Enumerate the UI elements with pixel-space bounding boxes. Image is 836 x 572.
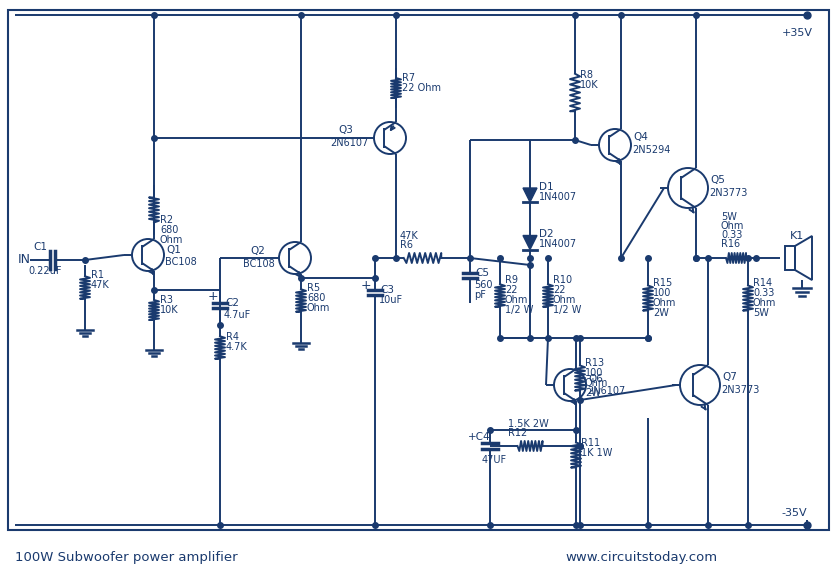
Text: 100: 100: [652, 288, 670, 298]
Text: Q4: Q4: [632, 132, 647, 142]
Text: Ohm: Ohm: [553, 295, 576, 305]
Text: R3: R3: [160, 295, 173, 305]
Polygon shape: [522, 188, 537, 202]
Text: R13: R13: [584, 358, 604, 368]
Text: R16: R16: [720, 239, 739, 249]
Text: -35V: -35V: [780, 508, 806, 518]
Text: 2N3773: 2N3773: [708, 188, 747, 198]
Text: Ohm: Ohm: [160, 235, 183, 245]
Text: +35V: +35V: [781, 28, 812, 38]
Text: Q3: Q3: [338, 125, 353, 135]
Text: 4.7K: 4.7K: [226, 342, 247, 352]
Text: 1K 1W: 1K 1W: [580, 448, 612, 458]
Text: R15: R15: [652, 278, 671, 288]
Text: 680: 680: [307, 293, 325, 303]
Text: K1: K1: [789, 231, 803, 241]
Text: 100: 100: [584, 368, 603, 378]
Text: 10uF: 10uF: [379, 295, 403, 305]
Text: Q7: Q7: [721, 372, 736, 382]
Text: Ohm: Ohm: [720, 221, 743, 231]
Text: R10: R10: [553, 275, 572, 285]
Text: Q1: Q1: [166, 245, 181, 255]
Text: R1: R1: [91, 270, 104, 280]
Text: 0.33: 0.33: [720, 230, 742, 240]
Text: 22: 22: [504, 285, 517, 295]
Text: BC108: BC108: [165, 257, 196, 267]
Text: 680: 680: [160, 225, 178, 235]
Text: 1/2 W: 1/2 W: [553, 305, 581, 315]
Text: +: +: [208, 291, 218, 304]
Text: 10K: 10K: [160, 305, 178, 315]
Text: R6: R6: [400, 240, 412, 250]
Text: +C4: +C4: [467, 432, 490, 442]
Text: D1: D1: [538, 182, 553, 192]
Text: R9: R9: [504, 275, 517, 285]
Text: 1N4007: 1N4007: [538, 192, 577, 202]
Text: 2W: 2W: [584, 388, 600, 398]
Text: R2: R2: [160, 215, 173, 225]
Text: R7: R7: [401, 73, 415, 83]
Text: C5: C5: [475, 268, 488, 278]
Text: +: +: [360, 280, 371, 292]
Text: 5W: 5W: [720, 212, 736, 222]
Text: R14: R14: [752, 278, 771, 288]
Text: 1N4007: 1N4007: [538, 240, 577, 249]
Text: R4: R4: [226, 332, 239, 342]
Text: Ohm: Ohm: [652, 298, 675, 308]
Text: 22 Ohm: 22 Ohm: [401, 83, 441, 93]
Text: IN: IN: [18, 253, 31, 267]
Text: 2N5294: 2N5294: [631, 145, 670, 155]
Text: BC108: BC108: [242, 259, 274, 269]
Text: 10K: 10K: [579, 80, 598, 90]
Text: Q6: Q6: [588, 374, 602, 384]
Text: Q2: Q2: [250, 246, 264, 256]
Text: Q5: Q5: [709, 175, 724, 185]
Text: 0.33: 0.33: [752, 288, 773, 298]
Text: D2: D2: [538, 229, 553, 240]
Text: C3: C3: [380, 285, 394, 295]
Text: 47K: 47K: [91, 280, 110, 290]
Text: Ohm: Ohm: [307, 303, 330, 313]
Text: R12: R12: [507, 428, 527, 438]
Text: R11: R11: [580, 438, 599, 448]
Polygon shape: [522, 236, 537, 249]
Text: 47K: 47K: [400, 231, 418, 241]
Text: 4.7uF: 4.7uF: [224, 310, 251, 320]
Text: C2: C2: [225, 298, 239, 308]
Text: C1: C1: [33, 242, 47, 252]
Text: Ohm: Ohm: [584, 378, 608, 388]
Text: 1.5K 2W: 1.5K 2W: [507, 419, 548, 429]
Text: Ohm: Ohm: [504, 295, 528, 305]
Text: R5: R5: [307, 283, 319, 293]
Text: 1/2 W: 1/2 W: [504, 305, 533, 315]
Text: 2W: 2W: [652, 308, 668, 318]
Text: 2N3773: 2N3773: [720, 385, 758, 395]
Text: 5W: 5W: [752, 308, 768, 318]
Text: 560: 560: [473, 280, 492, 290]
Text: pF: pF: [473, 290, 485, 300]
Text: R8: R8: [579, 70, 592, 80]
Text: 2N6107: 2N6107: [586, 386, 624, 396]
Text: Ohm: Ohm: [752, 298, 776, 308]
Text: 47UF: 47UF: [482, 455, 507, 465]
Text: 100W Subwoofer power amplifier: 100W Subwoofer power amplifier: [15, 550, 237, 563]
Text: www.circuitstoday.com: www.circuitstoday.com: [564, 550, 716, 563]
Text: 2N6107: 2N6107: [329, 138, 368, 148]
Text: 22: 22: [553, 285, 565, 295]
Text: 0.22uF: 0.22uF: [28, 266, 61, 276]
